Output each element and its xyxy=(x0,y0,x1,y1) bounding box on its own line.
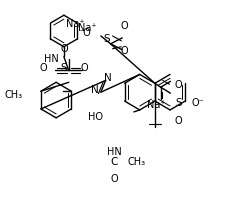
Text: Na⁺: Na⁺ xyxy=(146,100,165,110)
Text: N: N xyxy=(91,85,99,95)
Text: Na⁺: Na⁺ xyxy=(78,23,97,33)
Text: HO: HO xyxy=(88,112,103,122)
Text: Na⁺: Na⁺ xyxy=(66,19,84,29)
Text: S: S xyxy=(60,64,67,73)
Text: C: C xyxy=(111,157,118,167)
Text: CH₃: CH₃ xyxy=(127,157,145,167)
Text: HN: HN xyxy=(107,147,122,157)
Text: N: N xyxy=(104,73,112,83)
Text: O: O xyxy=(175,116,182,126)
Text: O: O xyxy=(111,174,118,184)
Text: O: O xyxy=(40,64,47,73)
Text: O: O xyxy=(120,21,128,31)
Text: S: S xyxy=(103,34,110,44)
Text: O: O xyxy=(120,46,128,56)
Text: CH₃: CH₃ xyxy=(5,90,23,100)
Text: ⁻O: ⁻O xyxy=(78,28,91,38)
Text: HN: HN xyxy=(44,54,59,64)
Text: O: O xyxy=(60,44,68,54)
Text: O: O xyxy=(175,80,182,90)
Text: S: S xyxy=(175,98,182,108)
Text: O⁻: O⁻ xyxy=(191,98,204,108)
Text: O: O xyxy=(80,64,88,73)
